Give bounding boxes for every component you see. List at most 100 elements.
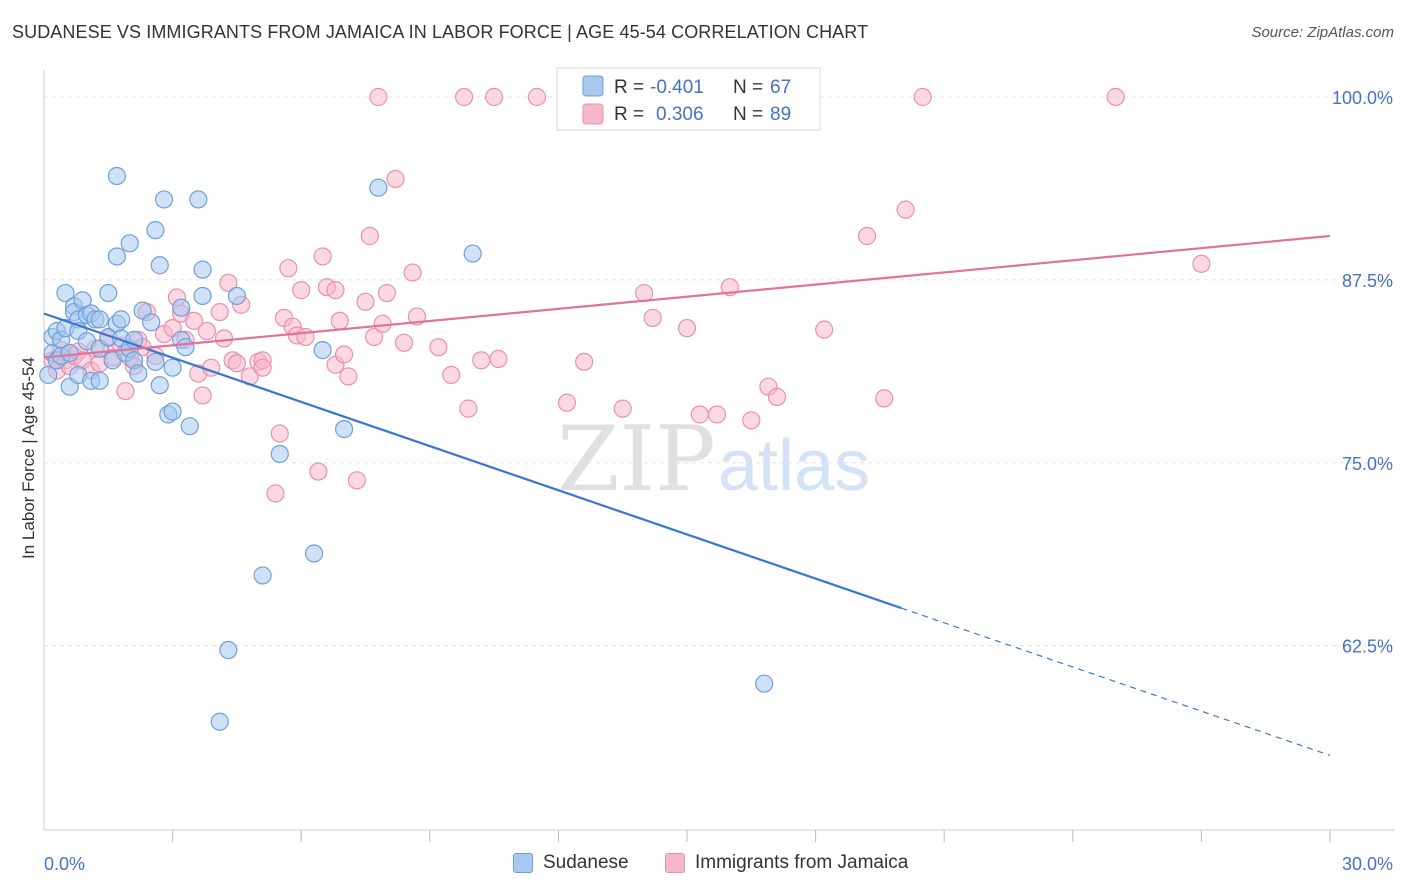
sudanese-point xyxy=(146,352,165,371)
watermark: ZIP atlas xyxy=(557,407,870,512)
jamaica-point xyxy=(1192,254,1211,273)
jamaica-point xyxy=(459,399,478,418)
jamaica-point xyxy=(270,424,289,443)
sudanese-point xyxy=(369,178,388,197)
jamaica-point xyxy=(309,462,328,481)
sudanese-point xyxy=(334,420,354,439)
sudanese-point xyxy=(163,358,182,377)
jamaica-point xyxy=(197,321,216,341)
jamaica-point xyxy=(326,281,345,300)
jamaica-trend-line xyxy=(43,234,1331,359)
sudanese-point xyxy=(39,365,58,385)
jamaica-point xyxy=(635,283,654,303)
jamaica-point xyxy=(330,311,349,330)
sudanese-point xyxy=(90,371,109,390)
y-tick-label: 62.5% xyxy=(1342,637,1393,657)
sudanese-point xyxy=(227,286,246,306)
jamaica-point xyxy=(857,226,877,246)
watermark-zip: ZIP xyxy=(557,407,716,512)
jamaica-point xyxy=(394,333,414,352)
jamaica-point xyxy=(1106,87,1125,107)
y-tick-label: 100.0% xyxy=(1332,88,1393,108)
sudanese-point xyxy=(219,640,238,660)
chart-title: SUDANESE VS IMMIGRANTS FROM JAMAICA IN L… xyxy=(12,22,869,42)
sudanese-point xyxy=(146,221,165,240)
trend-lines xyxy=(43,234,1331,756)
y-tick-label: 75.0% xyxy=(1342,454,1393,474)
legend-n-label: N = xyxy=(733,104,763,125)
jamaica-point xyxy=(403,263,422,282)
jamaica-point xyxy=(227,354,246,373)
legend-item-jamaica: Immigrants from Jamaica xyxy=(665,852,908,874)
sudanese-point xyxy=(154,190,174,209)
y-axis-label: In Labor Force | Age 45-54 xyxy=(19,357,38,559)
jamaica-point xyxy=(292,281,311,300)
jamaica-point xyxy=(253,358,272,377)
watermark-atlas: atlas xyxy=(718,426,870,506)
sudanese-point xyxy=(129,364,148,383)
sudanese-point xyxy=(313,341,332,360)
y-tick-label: 87.5% xyxy=(1342,271,1393,291)
jamaica-point xyxy=(339,367,358,386)
axis-layer xyxy=(43,70,1395,842)
sudanese-point xyxy=(120,234,139,253)
jamaica-point xyxy=(913,87,932,107)
sudanese-point xyxy=(112,310,131,329)
jamaica-point xyxy=(334,345,354,364)
jamaica-point xyxy=(386,169,405,189)
jamaica-point xyxy=(364,327,384,347)
sudanese-point xyxy=(150,376,169,395)
sudanese-trend-line xyxy=(43,312,902,610)
legend-n-value: 89 xyxy=(770,104,791,125)
sudanese-point xyxy=(172,298,191,317)
sudanese-point xyxy=(304,544,324,563)
jamaica-point xyxy=(575,352,594,371)
sudanese-point xyxy=(90,310,109,329)
jamaica-point xyxy=(707,405,727,424)
jamaica-point xyxy=(347,471,367,490)
jamaica-point xyxy=(210,302,229,322)
stats-legend: R = -0.401 N = 67 R = 0.306 N = 89 xyxy=(556,67,821,131)
legend-label: Sudanese xyxy=(543,852,629,873)
legend-swatch-sudanese xyxy=(582,75,604,97)
legend-swatch xyxy=(665,853,685,873)
sudanese-point xyxy=(107,166,126,186)
jamaica-point xyxy=(557,393,577,412)
jamaica-point xyxy=(184,311,204,330)
sudanese-point xyxy=(150,256,169,275)
series-legend: Sudanese Immigrants from Jamaica xyxy=(0,852,1406,878)
legend-r-value: 0.306 xyxy=(656,104,704,125)
sudanese-point xyxy=(193,286,212,306)
legend-r-value: -0.401 xyxy=(650,77,704,98)
sudanese-point xyxy=(142,313,161,332)
sudanese-point xyxy=(163,402,182,421)
jamaica-point xyxy=(377,283,397,303)
jamaica-point xyxy=(373,314,392,333)
jamaica-point xyxy=(767,387,787,407)
sudanese-point xyxy=(210,712,229,731)
jamaica-point xyxy=(369,87,388,107)
y-tick-labels: 62.5% 75.0% 87.5% 100.0% xyxy=(1332,88,1393,657)
legend-n-label: N = xyxy=(733,77,763,98)
x-tick-label: 0.0% xyxy=(44,854,85,874)
jamaica-point xyxy=(875,389,894,408)
sudanese-point xyxy=(99,283,118,303)
jamaica-point xyxy=(489,349,508,368)
jamaica-point xyxy=(193,386,212,405)
x-tick-label: 30.0% xyxy=(1342,854,1393,874)
legend-swatch xyxy=(513,853,533,873)
jamaica-point xyxy=(279,259,298,278)
jamaica-point xyxy=(296,327,315,347)
jamaica-point xyxy=(677,319,697,338)
jamaica-point xyxy=(485,87,504,107)
jamaica-point xyxy=(313,247,332,266)
jamaica-point xyxy=(896,200,915,219)
sudanese-point xyxy=(176,338,195,357)
sudanese-point xyxy=(755,674,774,693)
jamaica-point xyxy=(360,226,379,246)
legend-swatch-jamaica xyxy=(582,103,604,125)
sudanese-point xyxy=(463,244,482,263)
jamaica-point xyxy=(527,87,547,107)
sudanese-point xyxy=(253,566,272,585)
